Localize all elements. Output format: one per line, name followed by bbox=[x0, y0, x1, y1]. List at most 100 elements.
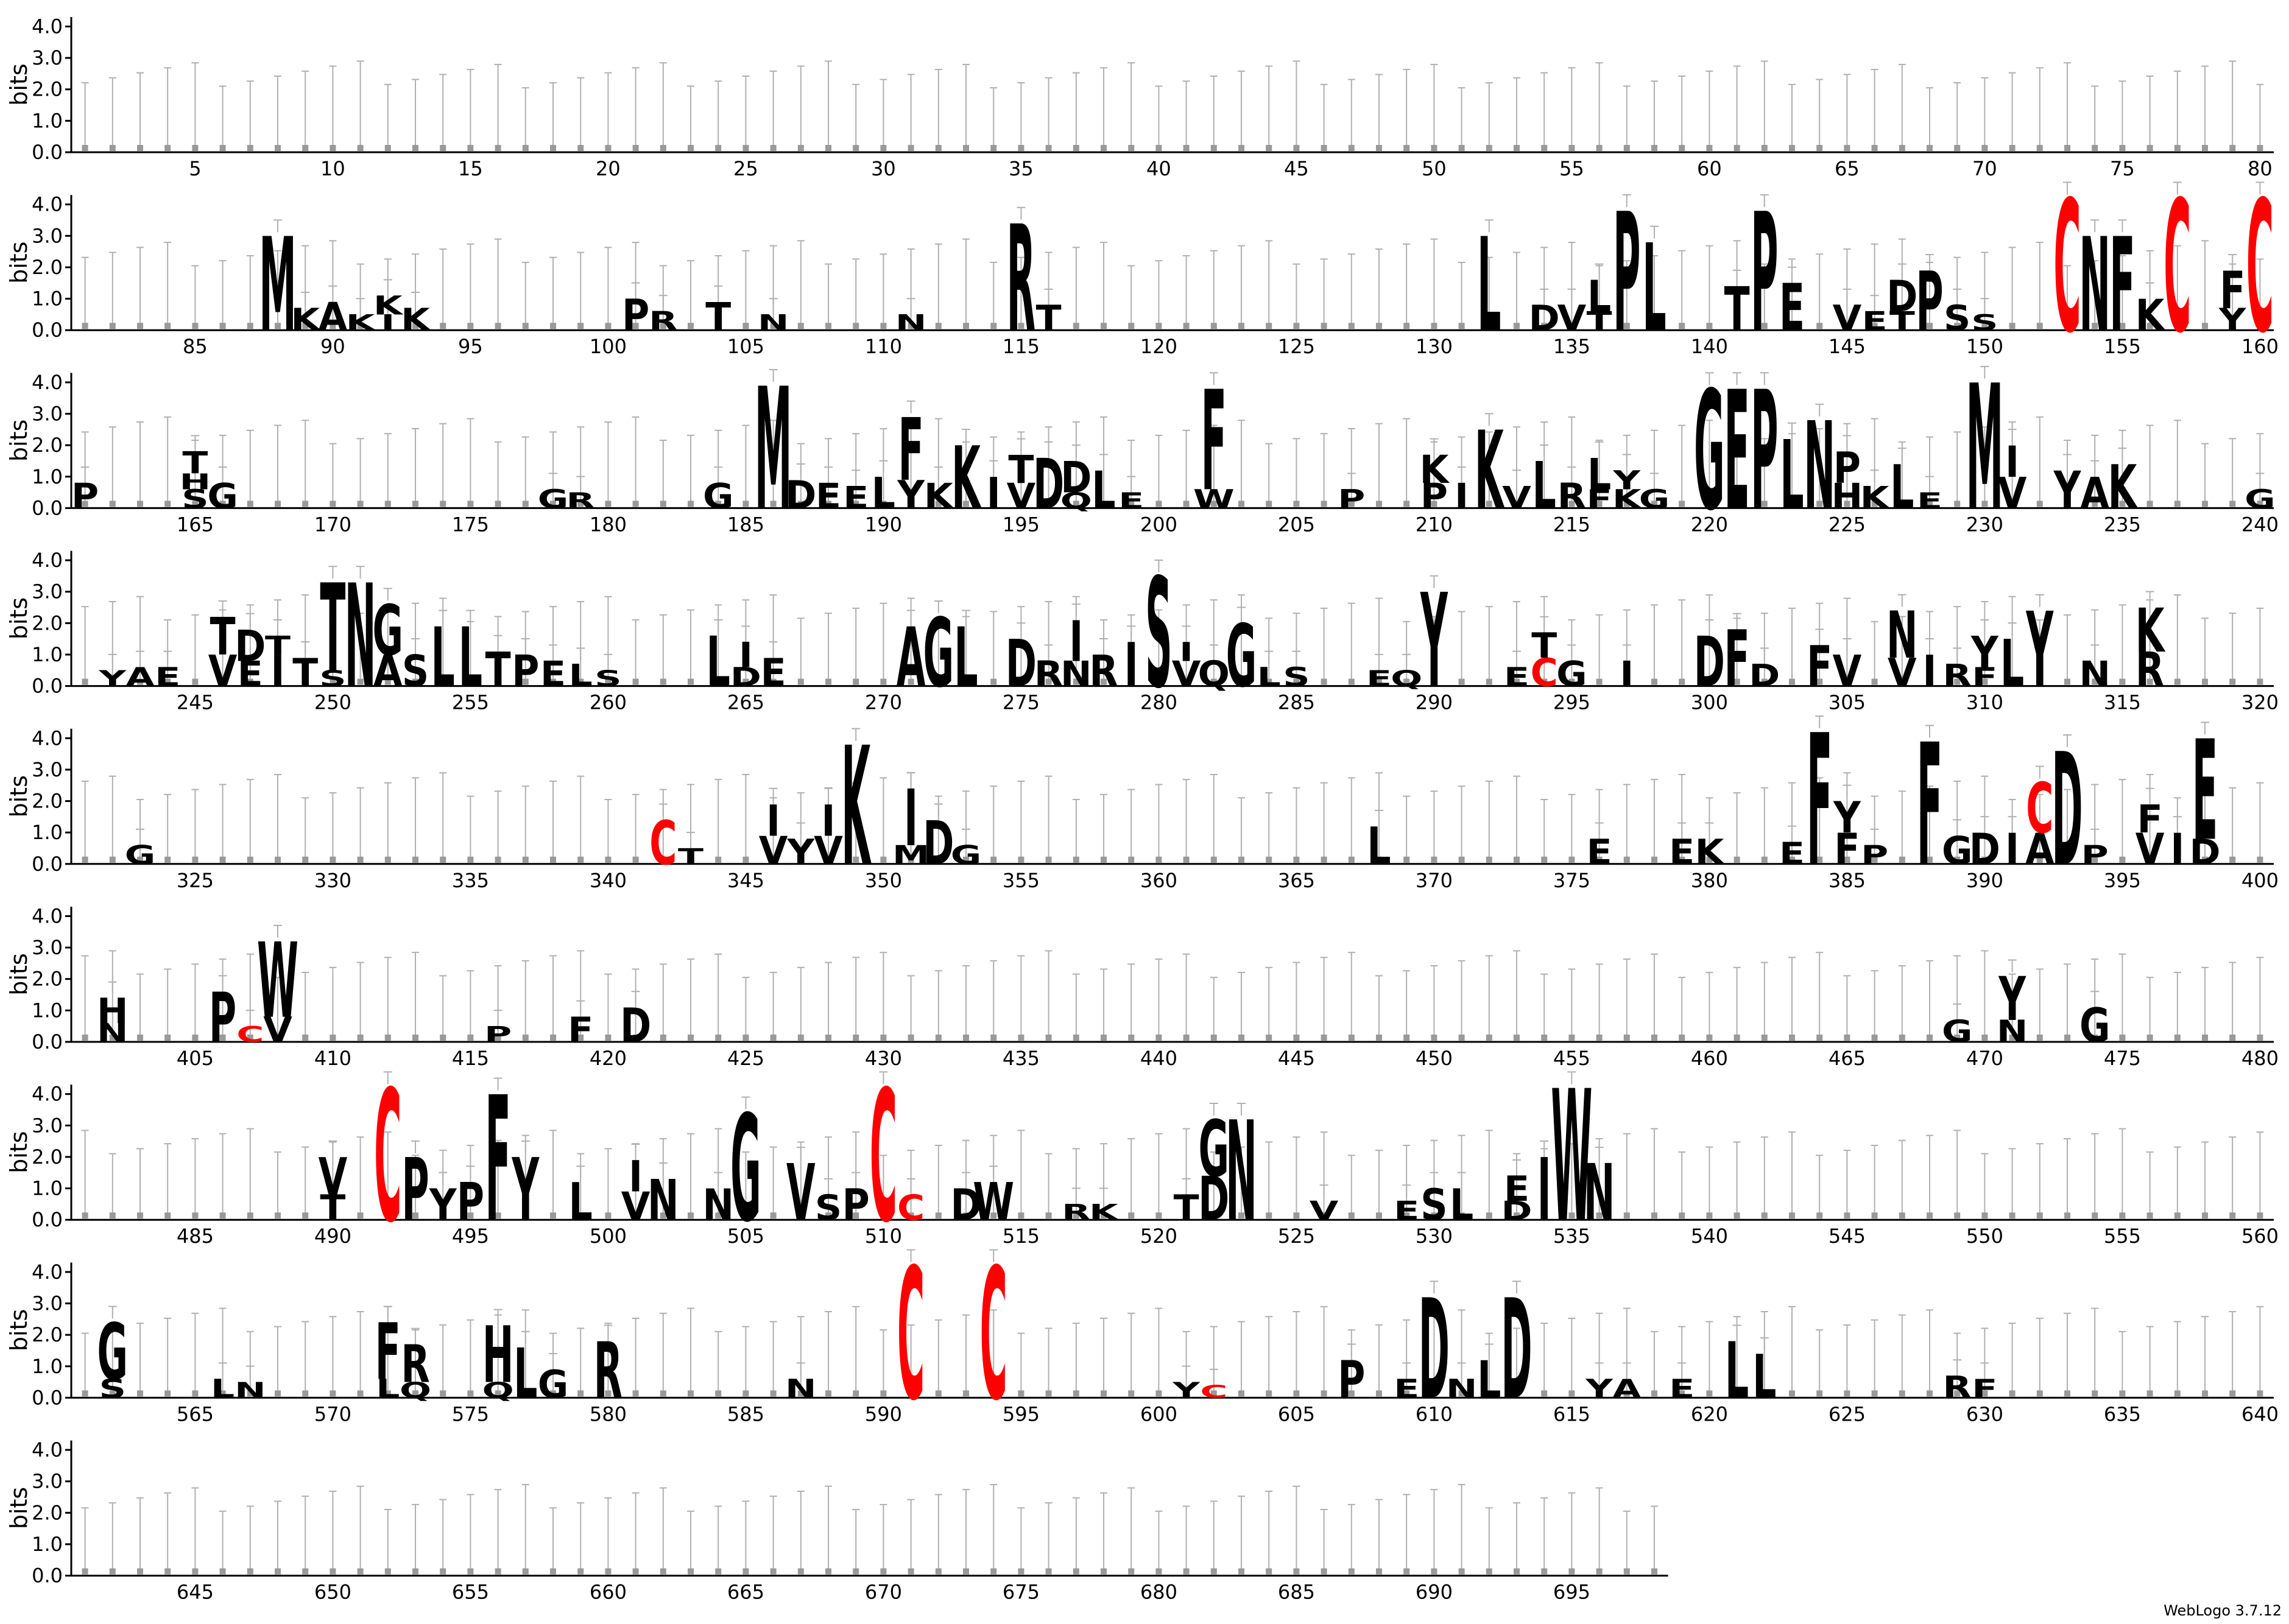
logo-glyph: M bbox=[892, 840, 929, 870]
minor-glyph-stack bbox=[495, 1390, 501, 1397]
minor-glyph-stack bbox=[660, 678, 666, 685]
minor-glyph-stack bbox=[1871, 856, 1878, 863]
minor-glyph-stack bbox=[495, 1568, 501, 1575]
x-tick-label: 235 bbox=[2104, 513, 2141, 536]
minor-glyph-stack bbox=[1348, 323, 1355, 329]
y-tick-label: 0.0 bbox=[32, 318, 63, 342]
minor-glyph-stack bbox=[715, 501, 722, 507]
minor-glyph-stack bbox=[1183, 145, 1190, 151]
x-tick-label: 480 bbox=[2241, 1047, 2279, 1070]
minor-glyph-stack bbox=[605, 856, 612, 863]
logo-glyph: P bbox=[622, 290, 649, 340]
logo-glyph: T bbox=[705, 294, 731, 339]
minor-glyph-stack bbox=[1596, 1390, 1603, 1397]
logo-glyph: I bbox=[381, 310, 395, 336]
minor-glyph-stack bbox=[330, 1035, 336, 1041]
minor-glyph-stack bbox=[1128, 501, 1135, 507]
minor-glyph-stack bbox=[1018, 678, 1025, 685]
logo-glyph: Y bbox=[1612, 466, 1641, 496]
logo-glyph: V bbox=[814, 828, 843, 873]
x-tick-label: 385 bbox=[1829, 869, 1866, 892]
logo-glyph: W bbox=[1551, 1052, 1592, 1263]
logo-glyph: S bbox=[1944, 298, 1970, 339]
minor-glyph-stack bbox=[219, 1212, 226, 1219]
minor-glyph-stack bbox=[1789, 323, 1795, 329]
minor-glyph-stack bbox=[1899, 323, 1905, 329]
minor-glyph-stack bbox=[1486, 1390, 1492, 1397]
minor-glyph-stack bbox=[2036, 1390, 2043, 1397]
x-tick-label: 275 bbox=[1003, 691, 1040, 714]
minor-glyph-stack bbox=[1073, 323, 1079, 329]
minor-glyph-stack bbox=[2229, 1390, 2236, 1397]
minor-glyph-stack bbox=[1734, 145, 1740, 151]
minor-glyph-stack bbox=[1568, 323, 1575, 329]
y-tick-label: 3.0 bbox=[32, 1292, 63, 1315]
minor-glyph-stack bbox=[1954, 856, 1961, 863]
minor-glyph-stack bbox=[192, 1568, 199, 1575]
logo-glyph: L bbox=[707, 622, 730, 703]
y-tick-label: 0.0 bbox=[32, 1208, 63, 1231]
minor-glyph-stack bbox=[1348, 856, 1355, 863]
minor-glyph-stack bbox=[1844, 1212, 1850, 1219]
minor-glyph-stack bbox=[550, 1568, 556, 1575]
logo-glyph: F bbox=[1587, 485, 1612, 515]
minor-glyph-stack bbox=[1734, 1212, 1740, 1219]
minor-glyph-stack bbox=[1844, 501, 1850, 507]
minor-glyph-stack bbox=[990, 678, 997, 685]
minor-glyph-stack bbox=[2229, 323, 2236, 329]
minor-glyph-stack bbox=[1266, 678, 1272, 685]
minor-glyph-stack bbox=[1927, 1212, 1933, 1219]
logo-glyph: V bbox=[1888, 650, 1917, 695]
minor-glyph-stack bbox=[495, 323, 501, 329]
logo-glyph: W bbox=[1193, 485, 1235, 515]
x-tick-label: 195 bbox=[1003, 513, 1040, 536]
minor-glyph-stack bbox=[2174, 501, 2181, 507]
minor-glyph-stack bbox=[688, 145, 694, 151]
minor-glyph-stack bbox=[1514, 145, 1520, 151]
logo-glyph: L bbox=[569, 1172, 593, 1232]
x-tick-label: 115 bbox=[1003, 335, 1040, 358]
x-tick-label: 505 bbox=[727, 1225, 764, 1248]
x-tick-label: 340 bbox=[590, 869, 627, 892]
minor-glyph-stack bbox=[82, 1568, 88, 1575]
minor-glyph-stack bbox=[1238, 1212, 1244, 1219]
minor-glyph-stack bbox=[1789, 1212, 1795, 1219]
x-tick-label: 655 bbox=[452, 1581, 489, 1604]
minor-glyph-stack bbox=[688, 1568, 694, 1575]
minor-glyph-stack bbox=[275, 1390, 281, 1397]
minor-glyph-stack bbox=[2009, 145, 2016, 151]
minor-glyph-stack bbox=[577, 856, 584, 863]
logo-glyph: P bbox=[1751, 356, 1778, 547]
minor-glyph-stack bbox=[1541, 678, 1548, 685]
logo-glyph: D bbox=[1969, 824, 2000, 874]
x-tick-label: 680 bbox=[1140, 1581, 1177, 1604]
minor-glyph-stack bbox=[2229, 856, 2236, 863]
x-tick-label: 495 bbox=[452, 1225, 489, 1248]
logo-glyph: A bbox=[2080, 468, 2109, 518]
minor-glyph-stack bbox=[1706, 678, 1713, 685]
x-tick-label: 300 bbox=[1691, 691, 1728, 714]
minor-glyph-stack bbox=[440, 501, 446, 507]
minor-glyph-stack bbox=[109, 323, 116, 329]
minor-glyph-stack bbox=[467, 323, 474, 329]
minor-glyph-stack bbox=[577, 1568, 584, 1575]
minor-glyph-stack bbox=[1045, 1390, 1052, 1397]
minor-glyph-stack bbox=[1045, 1035, 1052, 1041]
logo-glyph: V bbox=[319, 1147, 348, 1207]
minor-glyph-stack bbox=[1293, 1390, 1300, 1397]
x-tick-label: 370 bbox=[1416, 869, 1453, 892]
logo-glyph: K bbox=[373, 291, 404, 321]
minor-glyph-stack bbox=[660, 1035, 666, 1041]
minor-glyph-stack bbox=[1238, 145, 1244, 151]
minor-glyph-stack bbox=[2036, 323, 2043, 329]
minor-glyph-stack bbox=[192, 856, 199, 863]
minor-glyph-stack bbox=[82, 501, 88, 507]
logo-glyph: D bbox=[950, 1179, 981, 1230]
minor-glyph-stack bbox=[1899, 856, 1905, 863]
logo-glyph: L bbox=[1367, 817, 1391, 876]
minor-glyph-stack bbox=[797, 145, 804, 151]
minor-glyph-stack bbox=[550, 145, 556, 151]
minor-glyph-stack bbox=[357, 678, 364, 685]
logo-glyph: R bbox=[1943, 1370, 1972, 1405]
x-tick-label: 230 bbox=[1966, 513, 2003, 536]
